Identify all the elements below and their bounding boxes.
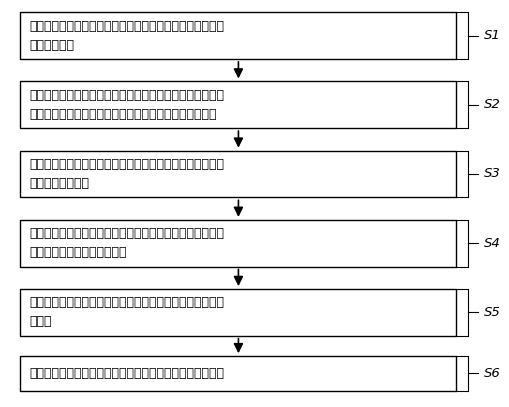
Bar <box>20 151 456 197</box>
Bar <box>20 220 456 267</box>
Bar <box>20 356 456 391</box>
Text: S5: S5 <box>483 306 499 319</box>
Text: 计算每一个所述第一子带信号的入射波和反射波的传播时间
差以及中心频率对应的波速；: 计算每一个所述第一子带信号的入射波和反射波的传播时间 差以及中心频率对应的波速； <box>30 227 224 259</box>
Text: 对获取的局放信号进行分解，当分解次数与设定的分解层数
相等时，停止分解，获取该分解次数所对应的子带信号；: 对获取的局放信号进行分解，当分解次数与设定的分解层数 相等时，停止分解，获取该分… <box>30 89 224 121</box>
Bar <box>20 289 456 336</box>
Text: S2: S2 <box>483 98 499 111</box>
Text: 根据所述传播时间差和所述波速获得各第一子带信号的局放
位置；: 根据所述传播时间差和所述波速获得各第一子带信号的局放 位置； <box>30 296 224 328</box>
Bar <box>20 81 456 128</box>
Text: S4: S4 <box>483 237 499 249</box>
Text: 根据各所述第一子带信号的局放位置获得最终的局放位置。: 根据各所述第一子带信号的局放位置获得最终的局放位置。 <box>30 367 224 380</box>
Text: 计算所述子带信号的峭度，并获得峭度大于设定的峭度阈值
的第一子带信号；: 计算所述子带信号的峭度，并获得峭度大于设定的峭度阈值 的第一子带信号； <box>30 158 224 190</box>
Text: S6: S6 <box>483 367 499 380</box>
Text: S3: S3 <box>483 168 499 180</box>
Text: 获取测试电缆的局放信号，所述局放信号包括入射波信号和
反射波信号；: 获取测试电缆的局放信号，所述局放信号包括入射波信号和 反射波信号； <box>30 20 224 52</box>
Text: S1: S1 <box>483 29 499 42</box>
Bar <box>20 12 456 59</box>
